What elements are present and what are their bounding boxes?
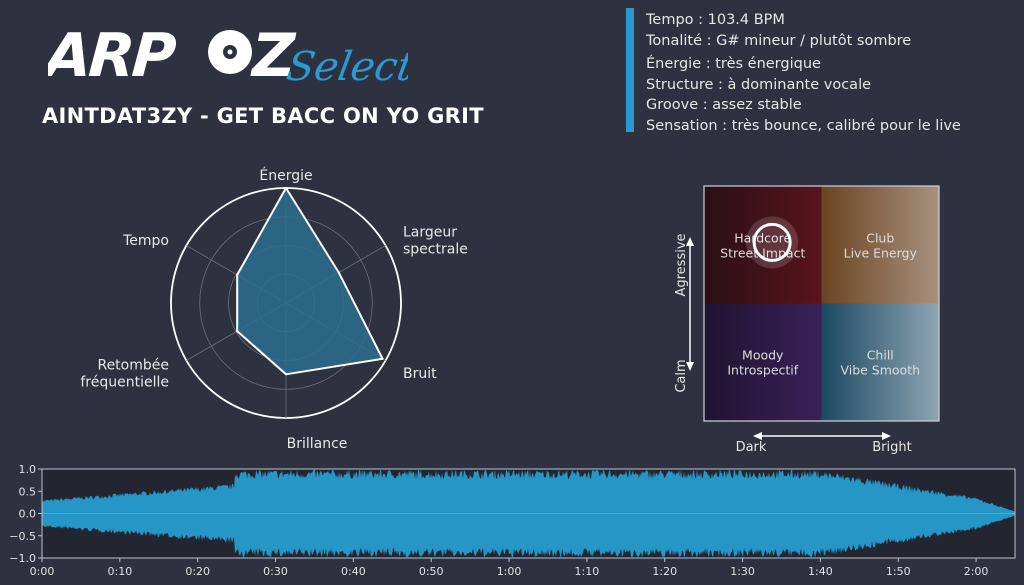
y-tick-label: 0.5 <box>19 485 37 498</box>
x-tick-label: 0:00 <box>30 565 55 578</box>
x-tick-label: 1:30 <box>730 565 755 578</box>
quadrant-label-top_right: Club Live Energy <box>844 230 918 260</box>
info-tempo: Tempo : 103.4 BPM <box>646 12 785 28</box>
radar-axis-label-line: Énergie <box>259 167 312 184</box>
quadrant-label-bottom_left-line: Introspectif <box>727 362 798 377</box>
radar-chart: Énergie Largeur spectrale Bruit Brillance Ret… <box>80 167 468 450</box>
x-tick-label: 1:20 <box>652 565 677 578</box>
x-tick-label: 0:50 <box>419 565 444 578</box>
radar-axis-label-line: Brillance <box>287 436 348 450</box>
info-accent-bar <box>626 8 634 132</box>
radar-axis-label-line: Tempo <box>122 233 169 249</box>
radar-point <box>285 187 287 189</box>
info-key: Tonalité : G# mineur / plutôt sombre <box>646 32 912 49</box>
radar-point <box>236 330 239 333</box>
mood-frame <box>703 185 940 422</box>
x-tick-label: 0:10 <box>107 565 132 578</box>
x-tick-label: 1:00 <box>497 565 522 578</box>
svg-text:ARP: ARP <box>48 21 178 88</box>
info-groove: Groove : assez stable <box>646 97 802 113</box>
quadrant-label-bottom_right-line: Vibe Smooth <box>840 362 920 377</box>
y-tick-label: 1.0 <box>19 463 37 476</box>
radar-axis-label-line: Largeur <box>403 225 457 241</box>
radar-axis-label-line: spectrale <box>403 241 468 257</box>
radar-axis-label: Tempo <box>122 233 169 249</box>
radar-point <box>337 271 340 274</box>
x-tick-label: 1:10 <box>575 565 600 578</box>
info-energy: Énergie : très énergique <box>646 56 821 72</box>
radar-axis-label: Énergie <box>259 167 312 184</box>
radar-axis-label: Brillance <box>287 436 348 450</box>
x-tick-label: 1:50 <box>886 565 911 578</box>
radar-axis-label-line: fréquentielle <box>80 374 169 390</box>
quadrant-label-bottom_right: Chill Vibe Smooth <box>840 347 920 377</box>
radar-axis-label: Retombée fréquentielle <box>80 358 169 391</box>
x-tick-label: 1:40 <box>808 565 833 578</box>
quadrant-club <box>821 186 939 304</box>
info-sensation: Sensation : très bounce, calibré pour le… <box>646 117 961 134</box>
track-info-list: Tempo : 103.4 BPM Tonalité : G# mineur /… <box>646 10 961 136</box>
quadrant-label-bottom_left-line: Moody <box>742 347 784 362</box>
label-agressive: Agressive <box>674 233 689 296</box>
info-structure: Structure : à dominante vocale <box>646 76 872 93</box>
quadrant-hardcore <box>704 186 822 304</box>
quadrant-label-bottom_right-line: Chill <box>867 347 894 362</box>
y-tick-label: −1.0 <box>9 552 36 565</box>
x-tick-label: 0:20 <box>185 565 210 578</box>
svg-text:Z: Z <box>250 21 297 88</box>
waveform-plot: 1.0 0.5 0.0 −0.5 −1.00:00 0:10 0:20 0:30 0:40 0:5… <box>9 463 1016 578</box>
radar-axis-label: Bruit <box>403 366 437 382</box>
x-tick-label: 2:00 <box>964 565 989 578</box>
radar-point <box>381 357 384 360</box>
radar-axis-label: Largeur spectrale <box>403 225 468 258</box>
radar-axis-label-line: Retombée <box>97 358 169 374</box>
mood-map: HardcoreStreet ImpactClubLive EnergyMood… <box>674 185 940 455</box>
quadrant-label-bottom_left: Moody Introspectif <box>727 347 798 377</box>
quadrant-chill <box>821 303 939 421</box>
x-tick-label: 0:40 <box>341 565 366 578</box>
y-tick-label: 0.0 <box>19 508 37 521</box>
svg-text:Selecta: Selecta <box>283 43 408 88</box>
quadrant-moody <box>704 303 822 421</box>
radar-point <box>236 273 239 276</box>
mood-marker <box>752 222 792 262</box>
logo: ARP Z Selecta <box>48 21 408 88</box>
quadrant-label-top_right-line: Club <box>866 230 894 245</box>
label-dark: Dark <box>736 440 767 455</box>
radar-axis-label-line: Bruit <box>403 366 437 382</box>
quadrant-label-top_left-line: Hardcore <box>734 230 791 245</box>
label-bright: Bright <box>872 440 911 455</box>
radar-point <box>285 373 287 376</box>
track-title: AINTDAT3ZY - GET BACC ON YO GRIT <box>42 104 484 128</box>
quadrant-label-top_right-line: Live Energy <box>844 245 918 260</box>
y-tick-label: −0.5 <box>9 530 36 543</box>
label-calm: Calm <box>674 359 689 392</box>
x-tick-label: 0:30 <box>263 565 288 578</box>
